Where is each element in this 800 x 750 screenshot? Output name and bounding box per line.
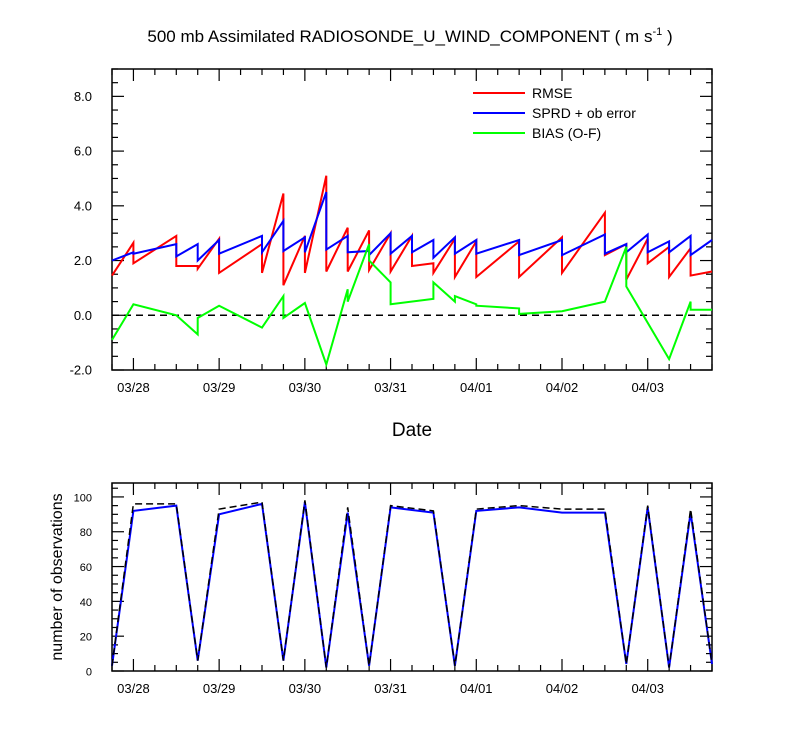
x-axis-title: Date: [392, 420, 432, 441]
legend: RMSE SPRD + ob error BIAS (O-F): [473, 85, 636, 141]
bottom-plot-series: [111, 500, 713, 668]
top-x-tick-label: 04/01: [460, 380, 493, 395]
bottom-axis-ticks: 03/28 03/29 03/30 03/31 04/01 04/02 04/03 0 20 40…: [74, 483, 713, 696]
bottom-x-tick-label: 03/28: [117, 681, 150, 696]
top-y-tick-label: 0.0: [74, 308, 92, 323]
top-y-tick-label: 8.0: [74, 89, 92, 104]
bottom-x-tick-label: 03/30: [289, 681, 322, 696]
legend-rmse-label: RMSE: [532, 85, 572, 101]
bottom-series-observations-total: [111, 500, 713, 668]
bottom-x-tick-label: 04/03: [631, 681, 664, 696]
top-y-tick-label: 6.0: [74, 144, 92, 159]
top-y-tick-label: 4.0: [74, 198, 92, 213]
bottom-x-tick-label: 03/31: [374, 681, 407, 696]
top-x-tick-label: 03/30: [289, 380, 322, 395]
bottom-y-tick-label: 40: [80, 597, 92, 609]
top-x-tick-label: 03/31: [374, 380, 407, 395]
bottom-y-tick-label: 60: [80, 562, 92, 574]
bottom-y-tick-label: 80: [80, 527, 92, 539]
top-series-sprd-ob-error: [111, 191, 713, 263]
bottom-x-tick-label: 03/29: [203, 681, 236, 696]
top-x-tick-label: 03/28: [117, 380, 150, 395]
legend-sprd-label: SPRD + ob error: [532, 105, 636, 121]
top-axis-ticks: 03/28 03/29 03/30 03/31 04/01 04/02 04/03 -2.0 0…: [70, 68, 713, 395]
bottom-y-tick-label: 0: [86, 667, 92, 679]
bottom-y-tick-label: 20: [80, 632, 92, 644]
bottom-plot-frame: [111, 482, 713, 672]
top-series-bias-o-f: [111, 243, 712, 368]
top-x-tick-label: 04/03: [631, 380, 664, 395]
legend-bias-label: BIAS (O-F): [532, 125, 601, 141]
bottom-x-tick-label: 04/02: [546, 681, 579, 696]
bottom-series-observations-used: [111, 501, 713, 668]
top-series-rmse: [111, 175, 713, 286]
y-axis-title-observations: number of observations: [49, 493, 66, 660]
bottom-y-tick-label: 100: [74, 492, 92, 504]
top-plot-series: [111, 175, 713, 368]
chart-title: 500 mb Assimilated RADIOSONDE_U_WIND_COM…: [147, 26, 672, 46]
top-y-tick-label: -2.0: [70, 363, 92, 378]
chart-title-superscript: -1: [652, 26, 662, 38]
top-y-tick-label: 2.0: [74, 253, 92, 268]
top-x-tick-label: 04/02: [546, 380, 579, 395]
bottom-x-tick-label: 04/01: [460, 681, 493, 696]
top-x-tick-label: 03/29: [203, 380, 236, 395]
